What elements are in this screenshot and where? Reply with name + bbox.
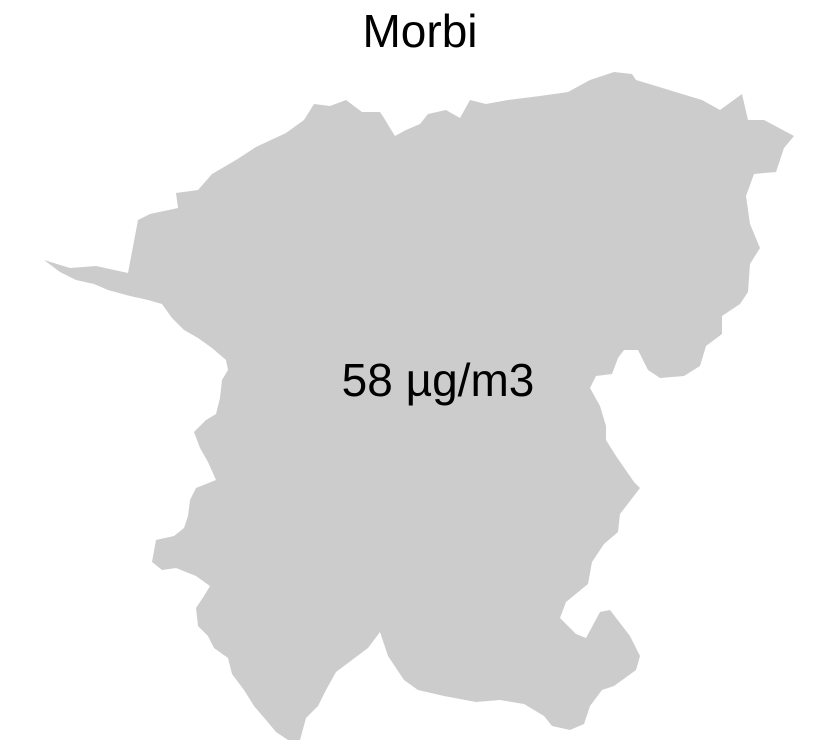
map-title: Morbi	[362, 5, 478, 57]
region-value-label: 58 µg/m3	[341, 354, 535, 406]
district-shape-morbi	[44, 72, 794, 740]
